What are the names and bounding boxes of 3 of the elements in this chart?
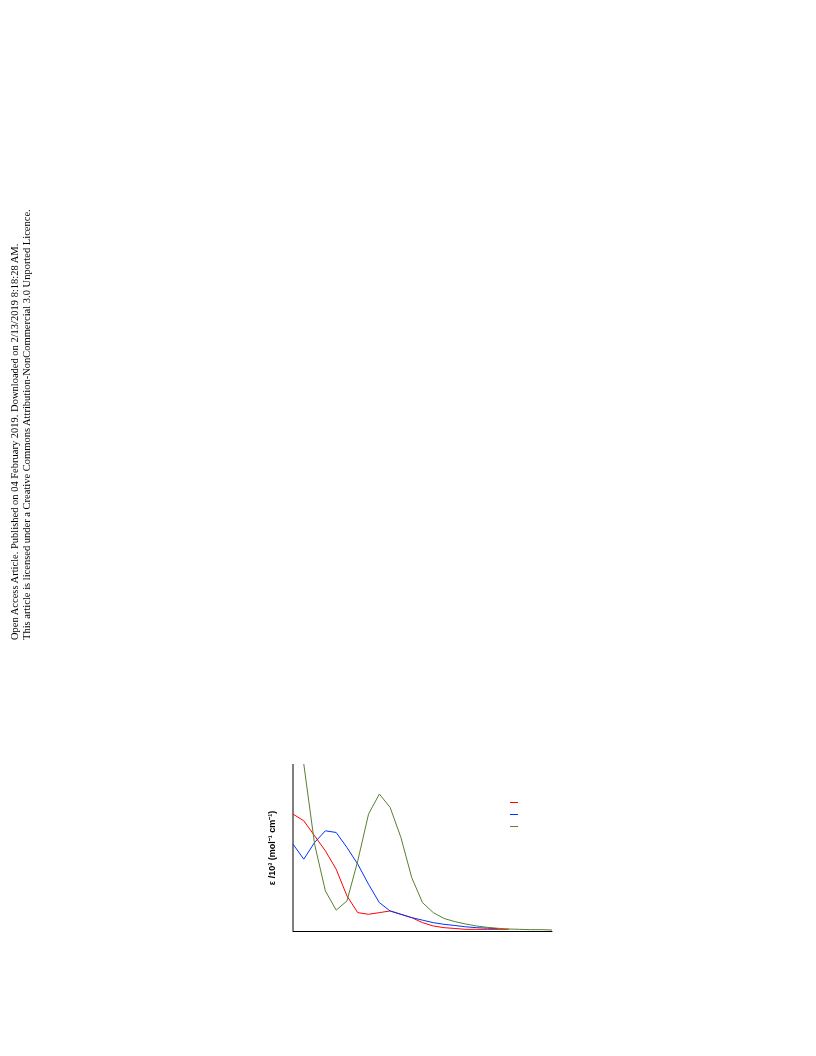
text: Open Access Article. Published on 04 February 2019. Downloaded on 2/13/2019 8:18:28 AM.	[9, 243, 20, 640]
y-axis-title: ε /10³ (mol⁻¹ cm⁻¹)	[267, 810, 277, 886]
text: This article is licensed under a Creative Commons Attribution-NonCommercial 3.0 Unported Licence.	[21, 209, 32, 640]
